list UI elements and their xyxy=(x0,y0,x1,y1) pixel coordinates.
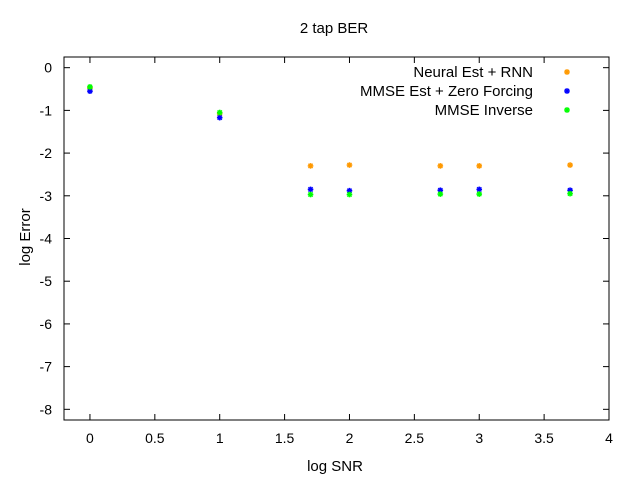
y-tick-label: -5 xyxy=(40,273,53,289)
x-tick-label: 1.5 xyxy=(275,430,295,446)
data-point-series-1 xyxy=(437,163,444,169)
y-tick-label: -3 xyxy=(40,188,53,204)
data-point-series-3 xyxy=(476,191,483,197)
data-point-series-1 xyxy=(476,163,483,169)
data-point-series-2 xyxy=(87,88,93,94)
y-tick-label: -7 xyxy=(40,359,53,375)
x-tick-label: 3.5 xyxy=(534,430,554,446)
data-point-series-2 xyxy=(476,186,483,193)
x-tick-label: 0.5 xyxy=(145,430,165,446)
data-point-series-3 xyxy=(216,109,223,116)
legend-marker-series-2 xyxy=(564,88,570,94)
data-point-series-1 xyxy=(346,162,353,168)
x-tick-label: 4 xyxy=(605,430,613,446)
data-points xyxy=(87,84,573,198)
data-point-series-1 xyxy=(307,163,314,169)
legend: Neural Est + RNN MMSE Est + Zero Forcing M… xyxy=(360,64,570,119)
y-tick-label: -4 xyxy=(40,231,53,247)
chart-title: 2 tap BER xyxy=(300,20,369,37)
legend-marker-series-3 xyxy=(564,107,570,113)
data-point-series-1 xyxy=(567,162,573,168)
legend-marker-series-1 xyxy=(564,69,570,75)
y-tick-label: 0 xyxy=(44,60,52,76)
legend-label-series-1: Neural Est + RNN xyxy=(413,64,533,81)
x-tick-label: 2 xyxy=(346,430,354,446)
y-tick-label: -1 xyxy=(40,102,53,118)
y-tick-label: -8 xyxy=(40,401,53,417)
y-tick-label: -2 xyxy=(40,145,53,161)
data-point-series-3 xyxy=(346,191,353,198)
data-point-series-3 xyxy=(567,190,573,197)
data-point-series-2 xyxy=(437,187,444,194)
data-point-series-3 xyxy=(307,191,314,198)
x-tick-label: 3 xyxy=(475,430,483,446)
y-axis-label: log Error xyxy=(17,208,34,266)
legend-label-series-3: MMSE Inverse xyxy=(435,102,533,119)
x-tick-label: 0 xyxy=(86,430,94,446)
x-axis-label: log SNR xyxy=(307,458,363,475)
legend-label-series-2: MMSE Est + Zero Forcing xyxy=(360,83,533,100)
x-tick-label: 2.5 xyxy=(405,430,425,446)
data-point-series-2 xyxy=(216,114,223,121)
data-point-series-2 xyxy=(307,186,314,193)
x-tick-label: 1 xyxy=(216,430,224,446)
y-tick-label: -6 xyxy=(40,316,53,332)
axis-ticks: 0 0.5 1 1.5 2 2.5 3 3.5 4 0 -1 -2 -3 -4 -5 -6 -7 -8 xyxy=(40,57,613,446)
data-point-series-3 xyxy=(87,84,93,90)
data-point-series-3 xyxy=(437,191,444,197)
